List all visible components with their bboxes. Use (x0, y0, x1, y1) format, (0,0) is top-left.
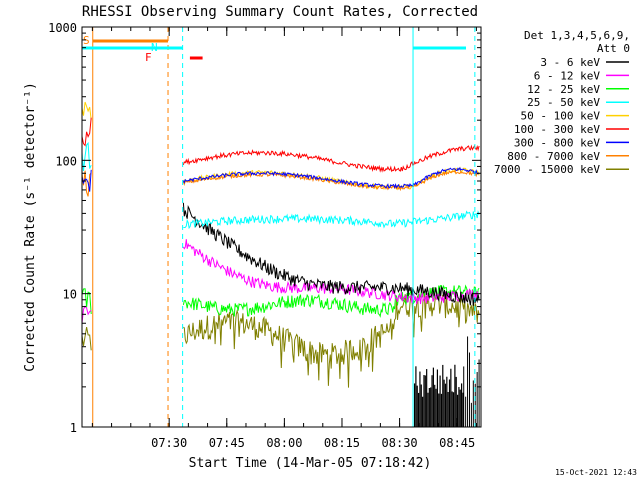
series-3-6-kev (182, 202, 480, 306)
series-300-800-kev (81, 166, 480, 192)
flag-label-f: F (145, 51, 152, 64)
legend-entry-label: 12 - 25 keV (527, 83, 600, 96)
legend-entry-label: 300 - 800 keV (514, 136, 600, 149)
series-line (183, 289, 480, 388)
y-axis-label: Corrected Count Rate (s⁻¹ detector⁻¹) (23, 82, 38, 372)
flag-label-n: N (151, 41, 158, 54)
series-pre-segment (81, 169, 92, 192)
legend-header-line-1: Det 1,3,4,5,6,9, (524, 29, 630, 42)
series-line (182, 144, 480, 173)
legend-entry-label: 800 - 7000 keV (507, 150, 600, 163)
y-tick-label: 100 (55, 154, 77, 168)
x-tick-label: 08:30 (382, 436, 418, 450)
series-pre-segment (81, 327, 92, 351)
series-pre-segment (81, 170, 92, 197)
legend-entry-label: 100 - 300 keV (514, 123, 600, 136)
y-tick-label: 10 (63, 288, 77, 302)
footer-timestamp: 15-Oct-2021 12:43 (555, 468, 637, 477)
series-pre-segment (81, 305, 92, 324)
legend-entry-label: 7000 - 15000 keV (494, 163, 600, 176)
series-25-50-kev (81, 141, 480, 230)
legend-header-line-2: Att 0 (597, 42, 630, 55)
series-line (182, 202, 480, 306)
x-tick-label: 07:30 (151, 436, 187, 450)
x-tick-label: 08:00 (266, 436, 302, 450)
legend-entry-label: 50 - 100 keV (521, 110, 601, 123)
series-7000-15000-kev (81, 289, 480, 388)
y-tick-label: 1000 (48, 21, 77, 35)
y-tick-label: 1 (70, 421, 77, 435)
series-line (182, 166, 480, 189)
legend-entry-label: 25 - 50 keV (527, 96, 600, 109)
series-pre-segment (81, 117, 92, 147)
ticks-layer: 07:30 07:45 08:00 08:15 08:30 08:45 1 10 100 1000 (48, 21, 481, 450)
x-tick-label: 08:45 (439, 436, 475, 450)
series-line (183, 210, 480, 230)
x-tick-label: 07:45 (209, 436, 245, 450)
series-line (182, 169, 480, 192)
series-3-6-kev-saa-spikes (413, 336, 480, 427)
series-100-300-kev (81, 117, 480, 173)
plot-frame (81, 26, 482, 428)
series-6-12-kev (81, 239, 480, 324)
x-axis-label: Start Time (14-Mar-05 07:18:42) (189, 456, 432, 471)
markers-layer: S NF (82, 27, 476, 427)
flag-label-s: S (83, 34, 90, 47)
series-pre-segment (81, 101, 92, 121)
chart-title: RHESSI Observing Summary Count Rates, Co… (82, 4, 478, 20)
series-800-7000-kev (81, 169, 480, 197)
legend-entry-label: 6 - 12 keV (534, 69, 601, 82)
series-layer (81, 101, 480, 427)
series-line (182, 284, 480, 318)
series-line (182, 239, 480, 305)
legend-entry-label: 3 - 6 keV (540, 56, 600, 69)
series-pre-segment (81, 141, 92, 172)
x-tick-label: 08:15 (324, 436, 360, 450)
